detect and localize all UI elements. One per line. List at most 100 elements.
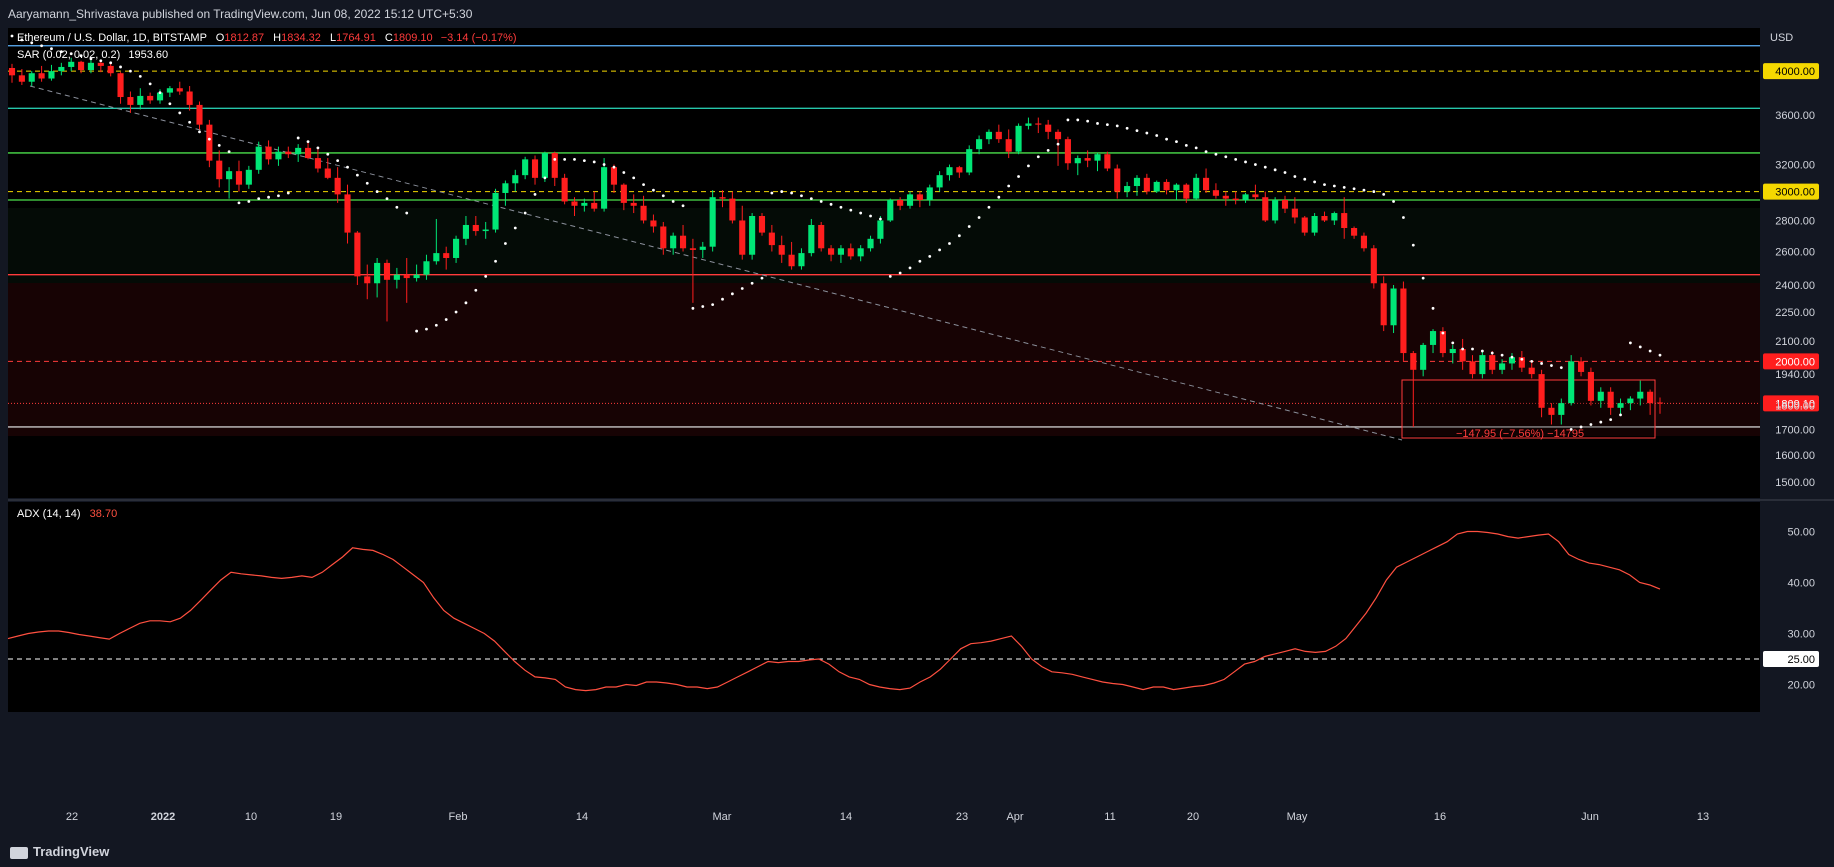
sar-dot: [671, 200, 675, 203]
candle-body: [946, 167, 953, 176]
sar-dot: [1421, 276, 1425, 280]
level-label-bg: [1763, 63, 1819, 80]
sar-dot: [1145, 131, 1149, 135]
price-tick-label: 1500.00: [1775, 477, 1815, 489]
sar-dot: [1451, 341, 1455, 345]
sar-dot: [1027, 164, 1030, 168]
sar-dot: [207, 137, 211, 141]
sar-value: 1953.60: [128, 49, 168, 61]
candle-body: [1114, 168, 1121, 192]
sar-dot: [898, 271, 902, 275]
adx-tick-label: 50.00: [1787, 527, 1815, 539]
sar-dot: [1105, 123, 1109, 127]
sar-dot: [484, 274, 488, 278]
candle-body: [808, 224, 815, 254]
candle-body: [334, 177, 341, 195]
sar-dot: [296, 136, 300, 140]
sar-dot: [257, 197, 261, 201]
candle-body: [1360, 235, 1368, 249]
sar-dot: [306, 140, 310, 144]
candle-body: [670, 235, 677, 249]
sar-dot: [286, 191, 290, 195]
candle-body: [433, 253, 440, 262]
sar-dot: [1096, 122, 1099, 125]
price-tick-label: 2100.00: [1775, 336, 1815, 348]
time-tick-label: 14: [576, 811, 588, 823]
candle-body: [1193, 177, 1200, 199]
sar-dot: [346, 165, 349, 169]
time-tick-label: 23: [956, 811, 968, 823]
candle-body: [1577, 361, 1585, 372]
sar-dot: [1609, 418, 1613, 422]
time-scale[interactable]: [8, 712, 1834, 736]
sar-dot: [1254, 163, 1257, 166]
low-label: L: [330, 32, 336, 44]
price-tick-label: 2400.00: [1775, 280, 1815, 292]
adx-line: [7, 530, 1661, 692]
measure-tool: −147.95 (−7.56%) −14795: [1401, 379, 1656, 440]
candle-body: [1479, 355, 1486, 375]
sar-dot: [1461, 347, 1465, 351]
sar-dot: [1263, 165, 1267, 169]
candle-body: [314, 158, 321, 169]
sar-dot: [869, 214, 872, 218]
sar-dot: [1510, 355, 1514, 359]
candle-body: [788, 254, 795, 267]
candle-body: [1597, 391, 1604, 401]
sar-dot: [1086, 119, 1090, 123]
candle-body: [1015, 125, 1022, 152]
tradingview-logo[interactable]: TradingView: [10, 844, 109, 859]
sar-dot: [1559, 366, 1563, 370]
sar-dot: [819, 200, 823, 203]
sar-dot: [701, 305, 705, 308]
sar-dot: [69, 52, 73, 56]
candle-body: [749, 216, 756, 255]
candle-body: [1074, 158, 1081, 164]
candle-body: [679, 235, 687, 249]
candle-body: [1400, 288, 1407, 354]
candle-body: [196, 104, 203, 125]
sar-dot: [355, 173, 359, 177]
candle-body: [1390, 288, 1397, 326]
sar-dot: [464, 301, 468, 305]
price-legend: Ethereum / U.S. Dollar, 1D, BITSTAMP O18…: [17, 32, 517, 61]
sar-dot: [454, 310, 458, 314]
sar-dot: [770, 191, 774, 195]
measure-label: −147.95 (−7.56%) −14795: [1456, 428, 1584, 440]
candle-body: [275, 151, 282, 160]
candle-body: [1627, 398, 1634, 404]
candle-body: [768, 232, 775, 246]
time-tick-label: Mar: [713, 811, 732, 823]
sar-dot: [405, 211, 409, 215]
sar-dot: [168, 102, 172, 106]
time-tick-label: Apr: [1006, 811, 1023, 823]
sar-dot: [661, 194, 665, 198]
price-scale[interactable]: [1760, 28, 1834, 712]
candle-body: [1281, 200, 1289, 209]
chart-svg[interactable]: −147.95 (−7.56%) −14795 4000.00 3000.00 20…: [0, 28, 1834, 836]
adx-pane[interactable]: [8, 502, 1760, 712]
level-label-bg: [1763, 183, 1819, 200]
sar-dot: [109, 61, 113, 65]
candle-body: [1222, 195, 1229, 199]
candle-body: [837, 248, 844, 255]
candle-body: [97, 62, 104, 66]
high-label: H: [273, 32, 281, 44]
sar-dot: [1066, 118, 1070, 122]
sar-dot: [1638, 345, 1642, 349]
sar-dot: [1569, 427, 1573, 431]
sar-dot: [740, 287, 744, 290]
sar-dot: [1362, 188, 1366, 192]
candle-body: [966, 149, 973, 173]
candle-body: [828, 248, 835, 255]
sar-dot: [425, 327, 428, 331]
candle-body: [443, 253, 450, 258]
sar-dot: [839, 205, 843, 209]
sar-dot: [1293, 175, 1297, 178]
sar-dot: [879, 217, 882, 221]
candle-body: [522, 159, 529, 176]
sar-dot: [582, 159, 586, 163]
chart-area[interactable]: −147.95 (−7.56%) −14795 4000.00 3000.00 20…: [0, 28, 1834, 836]
adx-level-label: 25.00: [1787, 654, 1815, 666]
sar-dot: [1500, 353, 1504, 357]
